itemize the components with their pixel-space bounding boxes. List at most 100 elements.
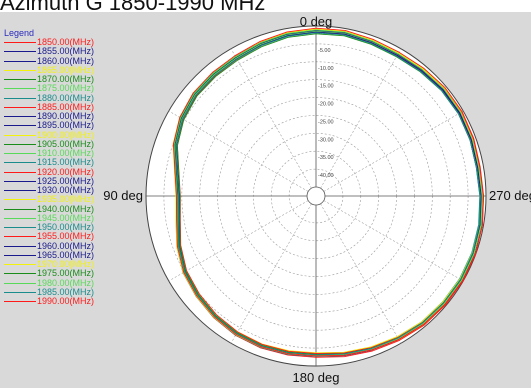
legend-entry: 1920.00(MHz) — [4, 166, 120, 177]
legend-label: 1970.00(MHz) — [37, 259, 95, 269]
legend-label: 1955.00(MHz) — [37, 231, 95, 242]
legend-swatch — [4, 264, 36, 266]
legend-entry: 1990.00(MHz) — [4, 296, 120, 306]
legend-label: 1940.00(MHz) — [37, 203, 95, 214]
radial-tick-label: -35.00 — [318, 155, 334, 161]
legend-entry: 1910.00(MHz) — [4, 148, 120, 158]
radial-tick-label: -20.00 — [318, 102, 334, 108]
radial-tick-label: -5.00 — [318, 48, 331, 54]
legend-entry: 1975.00(MHz) — [4, 268, 120, 279]
angular-grid-spoke — [168, 110, 309, 192]
legend-entry: 1860.00(MHz) — [4, 55, 120, 66]
legend-entry: 1965.00(MHz) — [4, 249, 120, 260]
legend-swatch — [4, 180, 36, 182]
legend-entry: 1900.00(MHz) — [4, 129, 120, 140]
chart-title: Azimuth G 1850-1990 MHz — [0, 0, 266, 15]
angle-label-0: 0 deg — [299, 14, 333, 29]
legend-swatch — [4, 153, 36, 155]
angular-grid-spoke — [323, 200, 464, 282]
legend-swatch — [4, 69, 36, 71]
legend-swatch — [4, 143, 36, 145]
legend-entry: 1855.00(MHz) — [4, 46, 120, 57]
legend-label: 1875.00(MHz) — [37, 83, 95, 94]
legend-swatch — [4, 51, 36, 53]
legend-label: 1930.00(MHz) — [37, 185, 95, 195]
legend-swatch — [4, 116, 36, 118]
legend-entry: 1905.00(MHz) — [4, 139, 120, 149]
legend-swatch — [4, 190, 36, 192]
legend-label: 1965.00(MHz) — [37, 249, 95, 260]
legend-entry: 1970.00(MHz) — [4, 259, 120, 269]
angle-label-180: 180 deg — [292, 370, 340, 385]
angular-grid-spoke — [230, 203, 312, 344]
legend-swatch — [4, 208, 36, 210]
legend-label: 1985.00(MHz) — [37, 286, 95, 297]
legend-entries: 1850.00(MHz) 1855.00(MHz) 1860.00(MHz) 1865… — [4, 37, 120, 306]
legend-entry: 1915.00(MHz) — [4, 157, 120, 168]
legend-label: 1890.00(MHz) — [37, 111, 95, 121]
series-line-1980.00(MHz) — [173, 29, 483, 356]
legend-label: 1915.00(MHz) — [37, 157, 95, 168]
series-line-1990.00(MHz) — [172, 27, 485, 357]
angular-grid-spoke — [168, 200, 309, 282]
polar-plot: 0.00-5.00-10.00-15.00-20.00-25.00-30.00-… — [145, 25, 487, 367]
legend-label: 1885.00(MHz) — [37, 101, 95, 112]
legend-entry: 1960.00(MHz) — [4, 241, 120, 251]
legend-label: 1980.00(MHz) — [37, 277, 95, 288]
legend-label: 1990.00(MHz) — [37, 296, 95, 306]
legend-label: 1920.00(MHz) — [37, 166, 95, 177]
legend-label: 1910.00(MHz) — [37, 148, 95, 158]
legend-label: 1925.00(MHz) — [37, 175, 95, 186]
legend-swatch — [4, 162, 36, 164]
legend-swatch — [4, 217, 36, 219]
angular-grid-spoke — [323, 110, 464, 192]
legend: Legend 1850.00(MHz) 1855.00(MHz) 1860.00(M… — [4, 28, 120, 306]
legend-entry: 1890.00(MHz) — [4, 111, 120, 121]
legend-swatch — [4, 291, 36, 293]
legend-label: 1895.00(MHz) — [37, 120, 95, 131]
legend-label: 1860.00(MHz) — [37, 55, 95, 66]
legend-label: 1900.00(MHz) — [37, 129, 95, 140]
legend-entry: 1950.00(MHz) — [4, 222, 120, 232]
radial-tick-label: -40.00 — [318, 173, 334, 179]
angle-label-90: 90 deg — [103, 188, 143, 203]
legend-swatch — [4, 227, 36, 229]
legend-entry: 1925.00(MHz) — [4, 175, 120, 186]
legend-label: 1850.00(MHz) — [37, 37, 95, 47]
legend-swatch — [4, 254, 36, 256]
angular-grid-spoke — [230, 48, 312, 189]
legend-entry: 1875.00(MHz) — [4, 83, 120, 94]
legend-swatch — [4, 301, 36, 303]
legend-swatch — [4, 199, 36, 201]
legend-entry: 1940.00(MHz) — [4, 203, 120, 214]
legend-swatch — [4, 171, 36, 173]
angular-grid-spoke — [320, 203, 402, 344]
legend-swatch — [4, 79, 36, 81]
legend-swatch — [4, 88, 36, 90]
legend-entry: 1895.00(MHz) — [4, 120, 120, 131]
legend-swatch — [4, 60, 36, 62]
legend-entry: 1870.00(MHz) — [4, 74, 120, 84]
legend-swatch — [4, 97, 36, 99]
angle-label-270: 270 deg — [489, 188, 531, 203]
legend-label: 1975.00(MHz) — [37, 268, 95, 279]
legend-swatch — [4, 42, 36, 44]
legend-swatch — [4, 282, 36, 284]
legend-title: Legend — [4, 28, 35, 38]
legend-swatch — [4, 236, 36, 238]
angular-grid-spoke — [320, 48, 402, 189]
legend-label: 1945.00(MHz) — [37, 212, 95, 223]
legend-entry: 1885.00(MHz) — [4, 101, 120, 112]
legend-swatch — [4, 125, 36, 127]
legend-label: 1870.00(MHz) — [37, 74, 95, 84]
legend-entry: 1955.00(MHz) — [4, 231, 120, 242]
legend-entry: 1865.00(MHz) — [4, 65, 120, 75]
radial-tick-label: -30.00 — [318, 137, 334, 143]
legend-swatch — [4, 134, 36, 136]
plot-area: 0.00 -5.00 -10.00 -15.00 -20.00 -25.00 -30.00-… — [0, 12, 531, 388]
radial-tick-label: -10.00 — [318, 66, 334, 72]
radial-tick-label: -25.00 — [318, 119, 334, 125]
radial-tick-label: -15.00 — [318, 84, 334, 90]
legend-label: 1855.00(MHz) — [37, 46, 95, 57]
legend-entry: 1935.00(MHz) — [4, 194, 120, 204]
